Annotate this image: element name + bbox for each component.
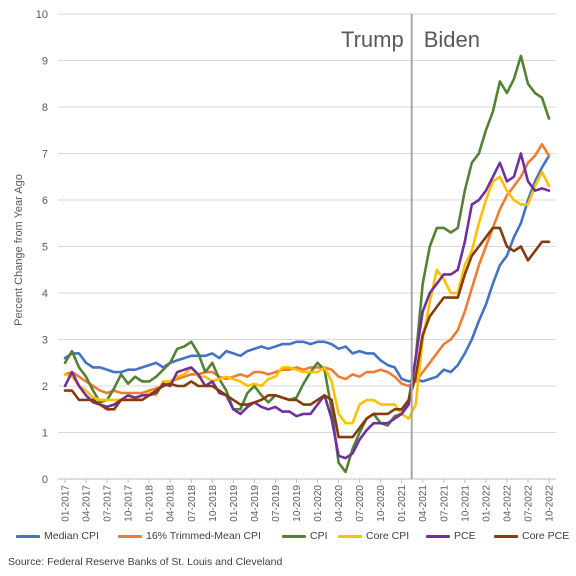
legend-item: 16% Trimmed-Mean CPI bbox=[118, 528, 261, 544]
legend-item: PCE bbox=[426, 528, 476, 544]
legend-label: CPI bbox=[310, 530, 328, 542]
axes: 0 1 2 3 4 5 6 7 8 9 10 01-2017 04-2017 07-2017 10-2017… bbox=[36, 9, 556, 522]
annotation-biden: Biden bbox=[424, 27, 480, 52]
x-tick-label: 10-2019 bbox=[292, 485, 303, 522]
gridlines bbox=[58, 13, 556, 480]
y-tick-label: 9 bbox=[42, 56, 48, 68]
x-tick-label: 07-2020 bbox=[355, 485, 366, 522]
x-tick-label: 04-2019 bbox=[250, 485, 261, 522]
legend: Median CPI 16% Trimmed-Mean CPI CPI Core CP… bbox=[0, 528, 576, 544]
x-tick-label: 10-2021 bbox=[460, 485, 471, 522]
y-tick-label: 10 bbox=[36, 9, 48, 21]
legend-label: Core PCE bbox=[522, 530, 570, 542]
x-tick-label: 07-2022 bbox=[523, 485, 534, 522]
x-tick-label: 10-2020 bbox=[376, 485, 387, 522]
series-line-16-trimmed-mean-cpi bbox=[63, 142, 551, 395]
legend-swatch bbox=[426, 534, 450, 538]
annotations: Trump Biden bbox=[341, 14, 480, 479]
legend-label: Core CPI bbox=[366, 530, 410, 542]
y-tick-label: 4 bbox=[42, 288, 48, 300]
x-tick-label: 04-2017 bbox=[82, 485, 93, 522]
y-tick-label: 6 bbox=[42, 195, 48, 207]
x-tick-label: 04-2020 bbox=[334, 485, 345, 522]
x-tick-label: 01-2018 bbox=[145, 485, 156, 522]
legend-item: Core CPI bbox=[338, 528, 409, 544]
x-tick-label: 01-2022 bbox=[481, 485, 492, 522]
x-tick-label: 10-2022 bbox=[545, 485, 556, 522]
legend-item: CPI bbox=[282, 528, 328, 544]
legend-swatch bbox=[338, 534, 362, 538]
x-tick-label: 01-2017 bbox=[61, 485, 72, 522]
series-line-cpi bbox=[63, 54, 551, 474]
source-note: Source: Federal Reserve Banks of St. Lou… bbox=[8, 556, 283, 568]
y-tick-label: 8 bbox=[42, 102, 48, 114]
legend-swatch bbox=[118, 534, 142, 538]
x-tick-label: 07-2018 bbox=[187, 485, 198, 522]
annotation-trump: Trump bbox=[341, 27, 404, 52]
x-tick-label: 04-2018 bbox=[166, 485, 177, 522]
legend-swatch bbox=[494, 534, 518, 538]
y-tick-label: 7 bbox=[42, 149, 48, 161]
legend-swatch bbox=[16, 534, 40, 538]
y-tick-label: 2 bbox=[42, 381, 48, 393]
x-tick-label: 10-2018 bbox=[208, 485, 219, 522]
x-tick-label: 04-2022 bbox=[502, 485, 513, 522]
y-tick-label: 0 bbox=[42, 474, 48, 486]
x-tick-label: 01-2019 bbox=[229, 485, 240, 522]
x-tick-label: 01-2020 bbox=[313, 485, 324, 522]
legend-label: PCE bbox=[454, 530, 476, 542]
y-tick-label: 3 bbox=[42, 335, 48, 347]
legend-item: Median CPI bbox=[16, 528, 99, 544]
x-tick-label: 07-2019 bbox=[271, 485, 282, 522]
x-tick-label: 04-2021 bbox=[418, 485, 429, 522]
series-line-median-cpi bbox=[63, 154, 551, 383]
series-line-core-pce bbox=[63, 226, 551, 439]
y-tick-label: 1 bbox=[42, 428, 48, 440]
x-tick-label: 10-2017 bbox=[124, 485, 135, 522]
y-tick-label: 5 bbox=[42, 242, 48, 254]
legend-item: Core PCE bbox=[494, 528, 569, 544]
legend-label: Median CPI bbox=[44, 530, 99, 542]
series-lines bbox=[63, 54, 551, 474]
x-tick-label: 07-2017 bbox=[103, 485, 114, 522]
legend-swatch bbox=[282, 534, 306, 538]
series-line-pce bbox=[63, 152, 551, 460]
legend-label: 16% Trimmed-Mean CPI bbox=[146, 530, 261, 542]
x-tick-label: 07-2021 bbox=[439, 485, 450, 522]
y-axis-label: Percent Change from Year Ago bbox=[13, 174, 25, 326]
x-tick-label: 01-2021 bbox=[397, 485, 408, 522]
